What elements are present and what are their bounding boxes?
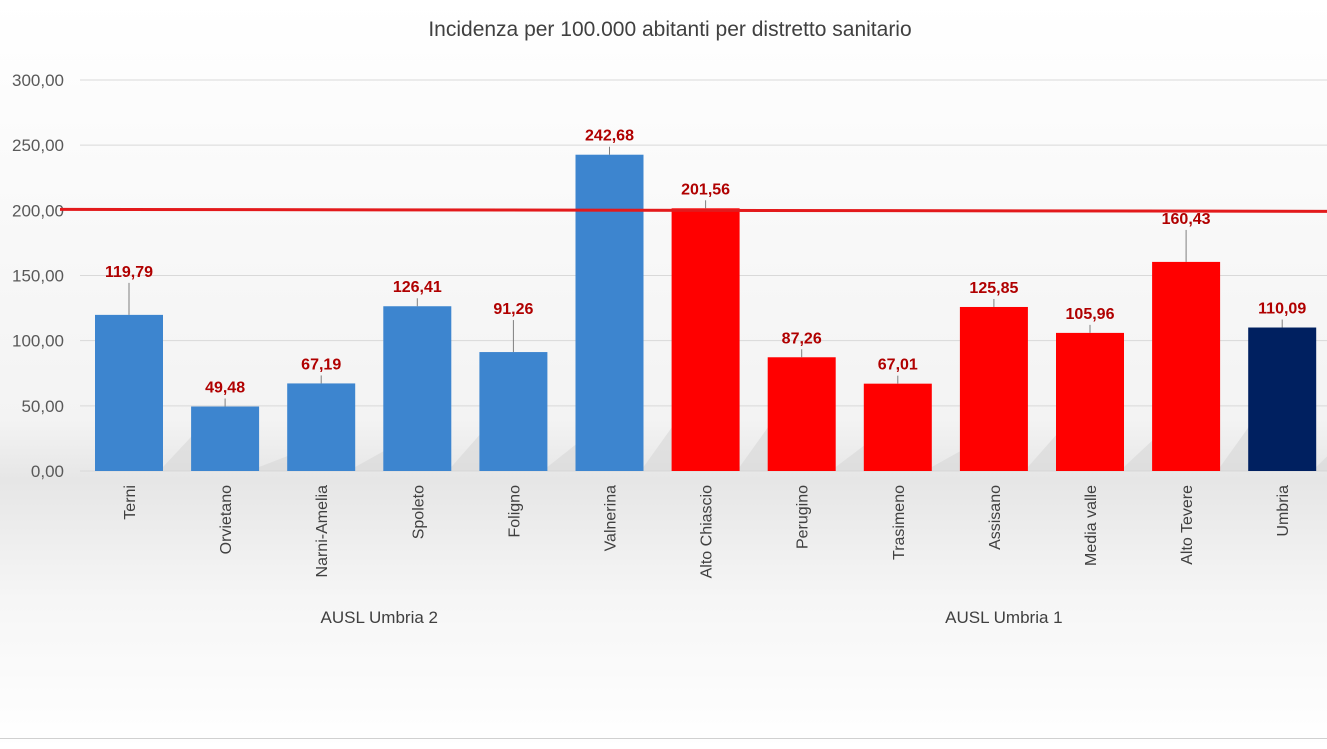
data-label: 110,09: [1258, 301, 1306, 318]
x-tick-label: Foligno: [506, 485, 523, 538]
y-tick-label: 200,00: [12, 201, 64, 220]
data-label: 67,01: [878, 357, 918, 374]
x-tick-label: Alto Chiascio: [699, 485, 716, 578]
bar: [479, 352, 548, 471]
y-tick-label: 100,00: [12, 332, 64, 351]
bar: [959, 306, 1028, 471]
bar: [1056, 332, 1124, 471]
y-tick-label: 0,00: [31, 462, 64, 481]
bar: [383, 306, 452, 471]
reference-line: [59, 207, 1327, 213]
x-tick-label: Umbria: [1275, 485, 1292, 537]
data-label: 126,41: [393, 279, 442, 296]
data-label: 242,68: [585, 128, 634, 145]
group-label: AUSL Umbria 2: [321, 608, 438, 627]
y-tick-label: 300,00: [12, 71, 64, 90]
x-tick-label: Assisano: [987, 485, 1004, 550]
y-tick-label: 250,00: [12, 136, 64, 155]
bottom-divider: [0, 738, 1327, 739]
x-tick-label: Terni: [122, 485, 139, 520]
data-label: 87,26: [782, 330, 822, 347]
data-label: 160,43: [1162, 211, 1211, 228]
x-tick-label: Narni-Amelia: [314, 485, 331, 578]
data-label: 91,26: [493, 301, 533, 318]
bar: [671, 208, 740, 471]
x-tick-label: Orvietano: [218, 485, 235, 554]
data-label: 67,19: [301, 356, 341, 373]
data-label: 105,96: [1066, 306, 1115, 323]
x-tick-label: Media valle: [1083, 485, 1100, 566]
bar: [575, 154, 644, 471]
x-tick-label: Valnerina: [603, 485, 620, 552]
x-tick-label: Perugino: [795, 485, 812, 549]
data-label: 125,85: [969, 280, 1018, 297]
data-label: 119,79: [105, 264, 153, 281]
bar: [1152, 261, 1221, 471]
y-tick-label: 150,00: [12, 267, 64, 286]
x-tick-label: Spoleto: [410, 485, 427, 539]
bar: [863, 383, 932, 471]
bar-shadow: [1316, 456, 1327, 471]
y-tick-label: 50,00: [21, 397, 64, 416]
group-label: AUSL Umbria 1: [945, 608, 1062, 627]
bar: [191, 406, 260, 471]
x-tick-label: Alto Tevere: [1179, 485, 1196, 565]
bar: [95, 314, 163, 471]
data-label: 49,48: [205, 380, 245, 397]
data-label: 201,56: [681, 181, 730, 198]
chart-title: Incidenza per 100.000 abitanti per distr…: [428, 18, 912, 41]
x-tick-label: Trasimeno: [891, 485, 908, 560]
bar: [767, 357, 836, 471]
bar: [1248, 327, 1317, 471]
bar: [287, 383, 356, 471]
